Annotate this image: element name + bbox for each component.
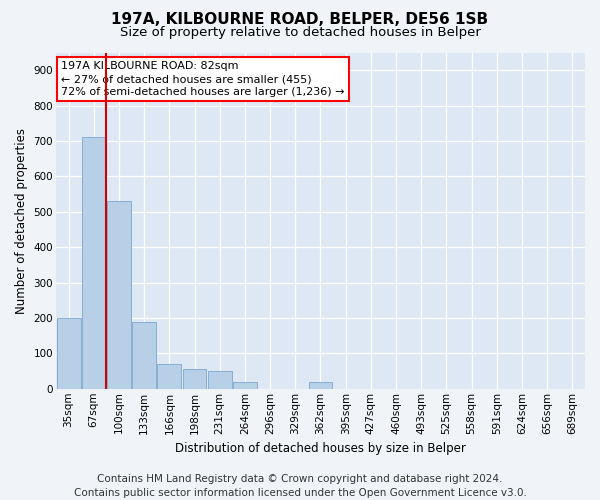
Bar bbox=[82, 138, 106, 389]
Bar bbox=[132, 322, 156, 389]
Text: Size of property relative to detached houses in Belper: Size of property relative to detached ho… bbox=[119, 26, 481, 39]
Bar bbox=[308, 382, 332, 389]
Bar bbox=[107, 201, 131, 389]
Text: 197A, KILBOURNE ROAD, BELPER, DE56 1SB: 197A, KILBOURNE ROAD, BELPER, DE56 1SB bbox=[112, 12, 488, 28]
Bar bbox=[208, 371, 232, 389]
Text: 197A KILBOURNE ROAD: 82sqm
← 27% of detached houses are smaller (455)
72% of sem: 197A KILBOURNE ROAD: 82sqm ← 27% of deta… bbox=[61, 61, 345, 98]
Bar bbox=[233, 382, 257, 389]
X-axis label: Distribution of detached houses by size in Belper: Distribution of detached houses by size … bbox=[175, 442, 466, 455]
Y-axis label: Number of detached properties: Number of detached properties bbox=[15, 128, 28, 314]
Bar bbox=[157, 364, 181, 389]
Bar bbox=[182, 370, 206, 389]
Bar bbox=[56, 318, 80, 389]
Text: Contains HM Land Registry data © Crown copyright and database right 2024.
Contai: Contains HM Land Registry data © Crown c… bbox=[74, 474, 526, 498]
